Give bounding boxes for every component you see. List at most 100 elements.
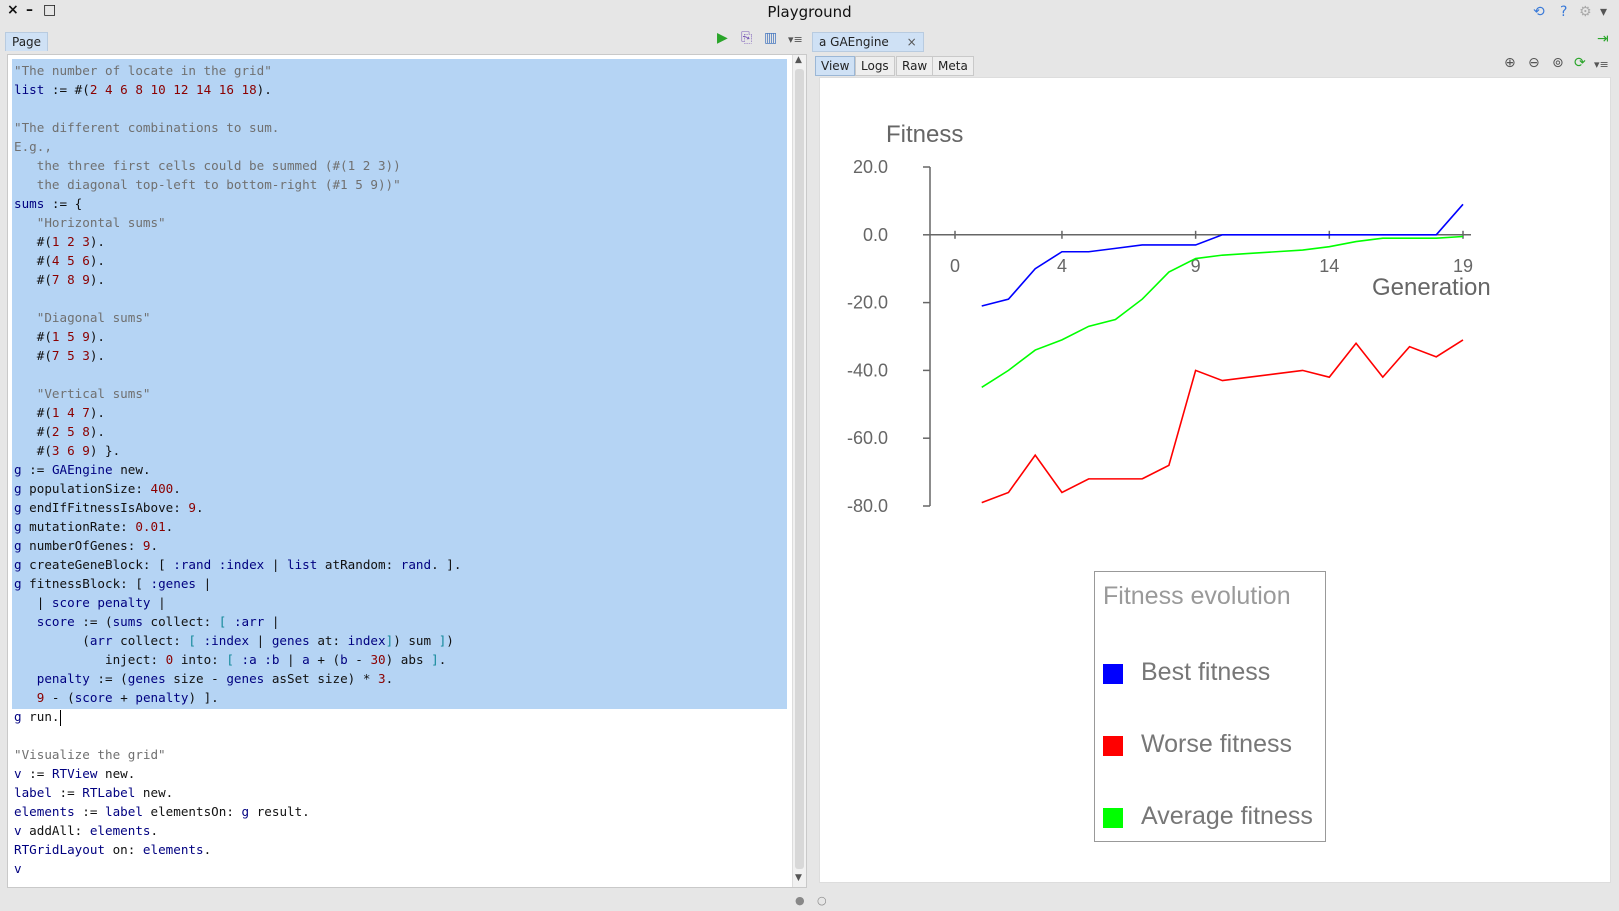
zoom-out-icon[interactable]: ⊖ (1528, 55, 1540, 71)
subtab-raw[interactable]: Raw (896, 56, 934, 76)
gear-icon[interactable]: ⚙ (1579, 4, 1592, 20)
code-token: g (14, 462, 22, 477)
code-line[interactable]: 9 - (score + penalty) ]. (14, 688, 461, 707)
code-line[interactable]: RTGridLayout on: elements. (14, 840, 461, 859)
chevron-down-icon[interactable]: ▾ (1600, 4, 1608, 20)
subtab-logs[interactable]: Logs (855, 56, 895, 76)
tab-gaengine[interactable]: a GAEngine × (812, 32, 924, 52)
code-line[interactable]: inject: 0 into: [ :a :b | a + (b - 30) a… (14, 650, 461, 669)
code-line[interactable] (14, 289, 461, 308)
code-token: . (385, 671, 394, 686)
code-line[interactable]: E.g., (14, 137, 461, 156)
code-token: g (14, 709, 22, 724)
code-line[interactable]: sums := { (14, 194, 461, 213)
code-line[interactable]: g fitnessBlock: [ :genes | (14, 574, 461, 593)
code-line[interactable]: v addAll: elements. (14, 821, 461, 840)
code-line[interactable]: label := RTLabel new. (14, 783, 461, 802)
code-line[interactable]: "Diagonal sums" (14, 308, 461, 327)
close-icon[interactable]: × (906, 35, 917, 49)
code-token: #( (14, 234, 52, 249)
code-token: . (165, 519, 174, 534)
code-line[interactable]: | score penalty | (14, 593, 461, 612)
code-line[interactable]: g createGeneBlock: [ :rand :index | list… (14, 555, 461, 574)
view-menu-icon[interactable]: ▾≡ (1594, 58, 1609, 71)
code-line[interactable]: "The number of locate in the grid" (14, 61, 461, 80)
code-token: list (14, 82, 45, 97)
code-token: inject: (14, 652, 166, 667)
close-window-button[interactable]: × (7, 2, 19, 18)
bindings-icon[interactable]: ▥ (764, 30, 778, 46)
chart-view[interactable]: 20.0 0.0 -20.0 -40.0 -60.0 -80.0 0 4 9 14 19 Fitnes… (819, 77, 1611, 883)
code-token: penalty (36, 671, 90, 686)
code-line[interactable]: g populationSize: 400. (14, 479, 461, 498)
code-token: + ( (309, 652, 341, 667)
scroll-down-icon[interactable]: ▼ (795, 873, 802, 883)
code-line[interactable]: list := #(2 4 6 8 10 12 14 16 18). (14, 80, 461, 99)
code-line[interactable]: "Horizontal sums" (14, 213, 461, 232)
code-token: a (302, 652, 310, 667)
scrollbar-thumb[interactable] (795, 69, 804, 869)
code-token: elements (89, 823, 151, 838)
code-token: g (14, 576, 22, 591)
code-line[interactable]: #(1 2 3). (14, 232, 461, 251)
inspect-icon[interactable]: ⎘ (741, 30, 753, 46)
legend-title: Fitness evolution (1103, 582, 1291, 610)
code-line[interactable]: v := RTView new. (14, 764, 461, 783)
code-line[interactable]: g mutationRate: 0.01. (14, 517, 461, 536)
subtab-meta[interactable]: Meta (932, 56, 974, 76)
code-line[interactable]: g run. (14, 707, 461, 726)
code-line[interactable]: the diagonal top-left to bottom-right (#… (14, 175, 461, 194)
tab-page[interactable]: Page (5, 32, 49, 51)
code-token: new. (112, 462, 151, 477)
code-line[interactable]: #(2 5 8). (14, 422, 461, 441)
scroll-up-icon[interactable]: ▲ (795, 55, 802, 65)
code-line[interactable]: "Visualize the grid" (14, 745, 461, 764)
page-indicator[interactable]: ○ (817, 894, 827, 907)
code-line[interactable]: v (14, 859, 461, 878)
code-line[interactable] (14, 99, 461, 118)
page-indicator-active[interactable]: ● (795, 894, 805, 907)
code-line[interactable]: g := GAEngine new. (14, 460, 461, 479)
code-line[interactable] (14, 726, 461, 745)
maximize-window-button[interactable]: □ (43, 2, 57, 18)
code-line[interactable]: "Vertical sums" (14, 384, 461, 403)
code-line[interactable]: elements := label elementsOn: g result. (14, 802, 461, 821)
code-line[interactable]: #(4 5 6). (14, 251, 461, 270)
code-line[interactable]: "The different combinations to sum. (14, 118, 461, 137)
zoom-reset-icon[interactable]: ⊚ (1552, 55, 1564, 71)
code-line[interactable] (14, 365, 461, 384)
zoom-in-icon[interactable]: ⊕ (1504, 55, 1516, 71)
code-token: endIfFitnessIsAbove: (21, 500, 189, 515)
menu-icon[interactable]: ▾≡ (788, 33, 803, 46)
code-line[interactable]: #(1 4 7). (14, 403, 461, 422)
help-icon[interactable]: ? (1560, 4, 1568, 20)
code-editor[interactable]: "The number of locate in the grid" list :… (7, 54, 807, 888)
code-token: . (196, 500, 204, 515)
code-token (14, 690, 37, 705)
minimize-window-button[interactable]: – (26, 2, 33, 18)
refresh-view-icon[interactable]: ⟳ (1574, 55, 1586, 71)
code-line[interactable]: penalty := (genes size - genes asSet siz… (14, 669, 461, 688)
subtab-view[interactable]: View (815, 56, 856, 76)
code-line[interactable]: g numberOfGenes: 9. (14, 536, 461, 555)
code-line[interactable]: score := (sums collect: [ :arr | (14, 612, 461, 631)
code-line[interactable]: #(1 5 9). (14, 327, 461, 346)
code-token: 9 (142, 538, 151, 553)
code-line[interactable]: #(3 6 9) }. (14, 441, 461, 460)
code-line[interactable]: g endIfFitnessIsAbove: 9. (14, 498, 461, 517)
code-line[interactable]: #(7 8 9). (14, 270, 461, 289)
code-token: := (21, 462, 52, 477)
run-icon[interactable]: ▶ (717, 30, 728, 46)
code-text[interactable]: "The number of locate in the grid" list :… (14, 61, 461, 878)
code-token: ) abs (385, 652, 432, 667)
code-line[interactable]: (arr collect: [ :index | genes at: index… (14, 631, 461, 650)
open-icon[interactable]: ⇥ (1597, 31, 1609, 47)
code-line[interactable]: the three first cells could be summed (#… (14, 156, 461, 175)
vertical-scrollbar[interactable]: ▲ ▼ (792, 55, 806, 887)
code-token: 400 (150, 481, 174, 496)
code-token: := (21, 766, 52, 781)
code-line[interactable]: #(7 5 3). (14, 346, 461, 365)
refresh-icon[interactable]: ⟲ (1533, 4, 1545, 20)
code-token: fitnessBlock: [ (21, 576, 151, 591)
code-token: createGeneBlock: [ (21, 557, 174, 572)
